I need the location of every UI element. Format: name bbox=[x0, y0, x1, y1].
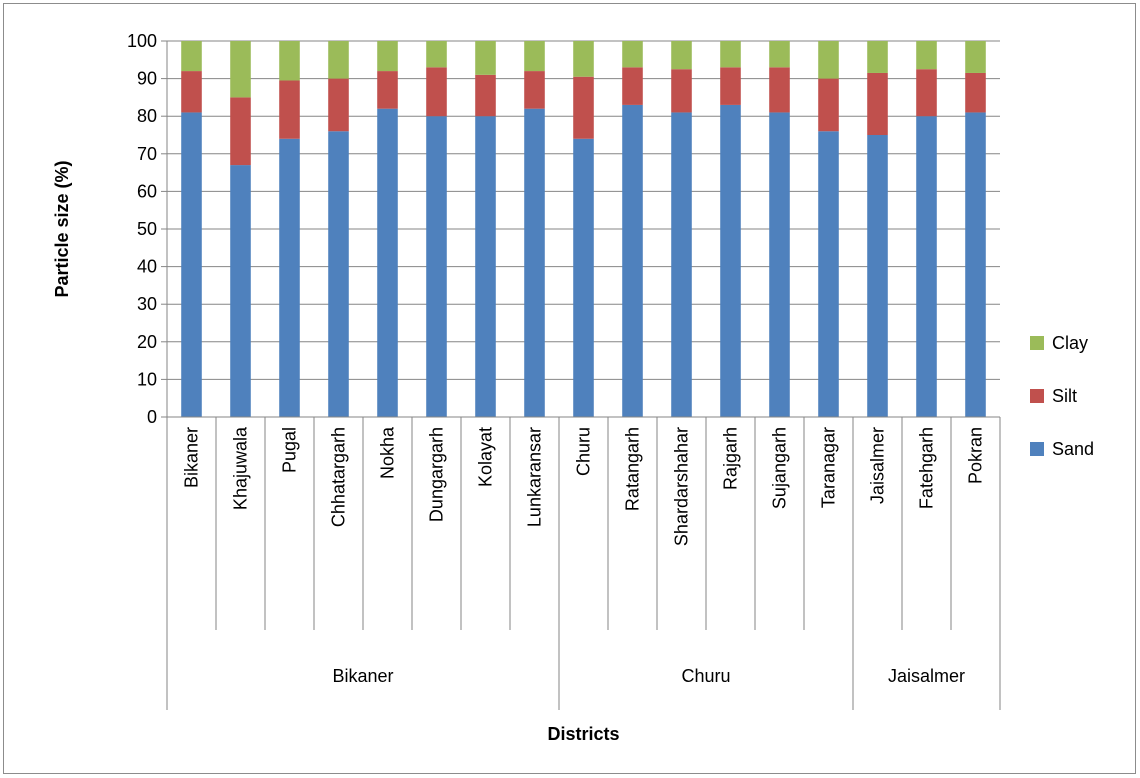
legend-label-sand: Sand bbox=[1052, 439, 1094, 459]
bar-ratangarh-clay bbox=[622, 41, 643, 68]
bar-jaisalmer-clay bbox=[867, 41, 888, 73]
x-category-label-taranagar: Taranagar bbox=[819, 427, 839, 508]
bar-lunkaransar-sand bbox=[524, 108, 545, 418]
bar-nokha-clay bbox=[377, 41, 398, 72]
bar-taranagar-silt bbox=[818, 78, 839, 132]
bar-chhatargarh-silt bbox=[328, 78, 349, 132]
x-category-label-shardarshahar: Shardarshahar bbox=[672, 427, 692, 546]
bar-shardarshahar-clay bbox=[671, 41, 692, 70]
bar-nokha-silt bbox=[377, 71, 398, 109]
x-category-label-ratangarh: Ratangarh bbox=[623, 427, 643, 511]
bar-dungargarh-clay bbox=[426, 41, 447, 68]
y-tick-label-100: 100 bbox=[127, 31, 157, 51]
bar-lunkaransar-silt bbox=[524, 71, 545, 109]
x-category-label-nokha: Nokha bbox=[378, 426, 398, 479]
bar-jaisalmer-sand bbox=[867, 135, 888, 417]
bar-ratangarh-sand bbox=[622, 104, 643, 418]
bar-fatehgarh-silt bbox=[916, 69, 937, 117]
legend-swatch-clay bbox=[1030, 336, 1044, 350]
bar-ratangarh-silt bbox=[622, 67, 643, 105]
bar-lunkaransar-clay bbox=[524, 41, 545, 72]
bar-pugal-sand bbox=[279, 138, 300, 417]
bar-nokha-sand bbox=[377, 108, 398, 418]
x-category-label-fatehgarh: Fatehgarh bbox=[917, 427, 937, 509]
x-group-label-churu: Churu bbox=[681, 666, 730, 686]
bar-churu-sand bbox=[573, 138, 594, 417]
bar-pokran-clay bbox=[965, 41, 986, 73]
bar-churu-silt bbox=[573, 76, 594, 139]
bar-shardarshahar-sand bbox=[671, 112, 692, 417]
x-category-label-pugal: Pugal bbox=[280, 427, 300, 473]
bar-chhatargarh-clay bbox=[328, 41, 349, 79]
x-category-label-rajgarh: Rajgarh bbox=[721, 427, 741, 490]
y-tick-label-20: 20 bbox=[137, 332, 157, 352]
bar-taranagar-sand bbox=[818, 131, 839, 418]
bar-sujangarh-silt bbox=[769, 67, 790, 113]
bar-taranagar-clay bbox=[818, 41, 839, 79]
y-tick-label-30: 30 bbox=[137, 294, 157, 314]
bar-rajgarh-sand bbox=[720, 104, 741, 418]
y-tick-label-80: 80 bbox=[137, 106, 157, 126]
bar-fatehgarh-clay bbox=[916, 41, 937, 70]
x-category-label-kolayat: Kolayat bbox=[476, 427, 496, 487]
x-category-label-jaisalmer: Jaisalmer bbox=[868, 427, 888, 504]
y-tick-label-0: 0 bbox=[147, 407, 157, 427]
bar-shardarshahar-silt bbox=[671, 69, 692, 113]
bar-sujangarh-sand bbox=[769, 112, 790, 417]
x-category-label-lunkaransar: Lunkaransar bbox=[525, 427, 545, 527]
bar-dungargarh-silt bbox=[426, 67, 447, 117]
bar-khajuwala-clay bbox=[230, 41, 251, 98]
bar-pokran-sand bbox=[965, 112, 986, 417]
x-category-label-pokran: Pokran bbox=[966, 427, 986, 484]
legend-swatch-silt bbox=[1030, 389, 1044, 403]
x-axis-title: Districts bbox=[547, 724, 619, 744]
bar-pugal-silt bbox=[279, 80, 300, 139]
bar-bikaner-clay bbox=[181, 41, 202, 72]
bar-dungargarh-sand bbox=[426, 116, 447, 417]
bar-kolayat-clay bbox=[475, 41, 496, 75]
x-category-label-dungargarh: Dungargarh bbox=[427, 427, 447, 522]
x-category-label-churu: Churu bbox=[574, 427, 594, 476]
y-tick-label-50: 50 bbox=[137, 219, 157, 239]
bar-khajuwala-silt bbox=[230, 97, 251, 166]
bar-pokran-silt bbox=[965, 72, 986, 113]
x-category-label-bikaner: Bikaner bbox=[182, 427, 202, 488]
y-tick-label-60: 60 bbox=[137, 181, 157, 201]
bar-kolayat-silt bbox=[475, 74, 496, 117]
bar-jaisalmer-silt bbox=[867, 72, 888, 135]
y-tick-label-70: 70 bbox=[137, 144, 157, 164]
bar-bikaner-silt bbox=[181, 71, 202, 113]
legend-label-silt: Silt bbox=[1052, 386, 1077, 406]
y-tick-label-40: 40 bbox=[137, 257, 157, 277]
x-group-label-bikaner: Bikaner bbox=[332, 666, 393, 686]
bar-khajuwala-sand bbox=[230, 165, 251, 417]
x-category-label-chhatargarh: Chhatargarh bbox=[329, 427, 349, 527]
bar-churu-clay bbox=[573, 41, 594, 77]
legend-swatch-sand bbox=[1030, 442, 1044, 456]
bar-rajgarh-clay bbox=[720, 41, 741, 68]
x-category-label-khajuwala: Khajuwala bbox=[231, 426, 251, 510]
y-tick-label-90: 90 bbox=[137, 69, 157, 89]
y-axis-title: Particle size (%) bbox=[52, 160, 72, 297]
legend-label-clay: Clay bbox=[1052, 333, 1088, 353]
bar-sujangarh-clay bbox=[769, 41, 790, 68]
bar-chhatargarh-sand bbox=[328, 131, 349, 418]
bar-rajgarh-silt bbox=[720, 67, 741, 105]
y-tick-label-10: 10 bbox=[137, 369, 157, 389]
bar-pugal-clay bbox=[279, 41, 300, 81]
x-group-label-jaisalmer: Jaisalmer bbox=[888, 666, 965, 686]
bar-bikaner-sand bbox=[181, 112, 202, 417]
bar-kolayat-sand bbox=[475, 116, 496, 417]
bar-fatehgarh-sand bbox=[916, 116, 937, 417]
x-category-label-sujangarh: Sujangarh bbox=[770, 427, 790, 509]
